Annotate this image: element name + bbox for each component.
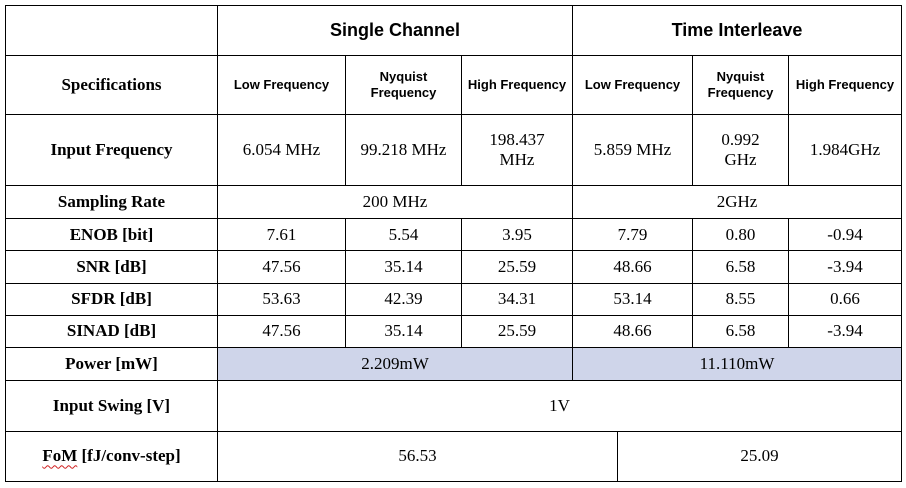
table-cell: 47.56 xyxy=(217,250,346,284)
row-label-input-frequency: Input Frequency xyxy=(5,114,218,187)
table-cell: 1V xyxy=(217,379,902,432)
group-header-row: Single Channel Time Interleave xyxy=(5,4,902,57)
sub-header-row: Specifications Low Frequency Nyquist Fre… xyxy=(5,55,902,116)
corner-cell xyxy=(5,4,218,57)
table-cell: 5.54 xyxy=(345,218,462,252)
table-cell: 99.218 MHz xyxy=(345,114,462,187)
spec-table: Single Channel Time Interleave Specifica… xyxy=(5,4,902,483)
row-label-sinad: SINAD [dB] xyxy=(5,314,218,348)
sub-header-interleave-nyquist: Nyquist Frequency xyxy=(692,55,789,116)
sub-header-interleave-high: High Frequency xyxy=(788,55,902,116)
group-header-time-interleave: Time Interleave xyxy=(572,4,902,57)
sub-header-single-low: Low Frequency xyxy=(217,55,346,116)
table-cell: 0.992 GHz xyxy=(692,114,789,187)
row-label-enob: ENOB [bit] xyxy=(5,218,218,252)
table-cell: 2GHz xyxy=(572,185,902,220)
enob-row: ENOB [bit] 7.61 5.54 3.95 7.79 0.80 -0.9… xyxy=(5,218,902,252)
table-cell: 198.437 MHz xyxy=(461,114,573,187)
table-cell: 35.14 xyxy=(345,314,462,348)
table-cell: 25.59 xyxy=(461,250,573,284)
row-label-sampling-rate: Sampling Rate xyxy=(5,185,218,220)
table-cell: 53.63 xyxy=(217,282,346,316)
table-cell: -3.94 xyxy=(788,314,902,348)
table-cell: 25.59 xyxy=(461,314,573,348)
table-cell: 53.14 xyxy=(572,282,693,316)
input-swing-row: Input Swing [V] 1V xyxy=(5,379,902,432)
table-cell: -0.94 xyxy=(788,218,902,252)
fom-label-word: FoM xyxy=(42,446,78,466)
sfdr-row: SFDR [dB] 53.63 42.39 34.31 53.14 8.55 0… xyxy=(5,282,902,316)
row-label-input-swing: Input Swing [V] xyxy=(5,379,218,432)
table-cell: 8.55 xyxy=(692,282,789,316)
table-cell: 25.09 xyxy=(617,430,902,483)
sub-header-single-high: High Frequency xyxy=(461,55,573,116)
row-label-power: Power [mW] xyxy=(5,346,218,381)
table-cell: 2.209mW xyxy=(217,346,573,381)
table-cell: -3.94 xyxy=(788,250,902,284)
snr-row: SNR [dB] 47.56 35.14 25.59 48.66 6.58 -3… xyxy=(5,250,902,284)
row-label-sfdr: SFDR [dB] xyxy=(5,282,218,316)
table-cell: 47.56 xyxy=(217,314,346,348)
table-cell: 200 MHz xyxy=(217,185,573,220)
table-cell: 6.054 MHz xyxy=(217,114,346,187)
table-cell: 11.110mW xyxy=(572,346,902,381)
table-cell: 1.984GHz xyxy=(788,114,902,187)
input-frequency-row: Input Frequency 6.054 MHz 99.218 MHz 198… xyxy=(5,114,902,187)
sub-header-single-nyquist: Nyquist Frequency xyxy=(345,55,462,116)
row-label-fom: FoM [fJ/conv-step] xyxy=(5,430,218,483)
row-label-snr: SNR [dB] xyxy=(5,250,218,284)
table-cell: 0.66 xyxy=(788,282,902,316)
sinad-row: SINAD [dB] 47.56 35.14 25.59 48.66 6.58 … xyxy=(5,314,902,348)
table-cell: 35.14 xyxy=(345,250,462,284)
fom-row: FoM [fJ/conv-step] 56.53 25.09 xyxy=(5,430,902,483)
table-cell: 7.79 xyxy=(572,218,693,252)
fom-label-unit: [fJ/conv-step] xyxy=(77,446,181,466)
table-cell: 5.859 MHz xyxy=(572,114,693,187)
table-cell: 0.80 xyxy=(692,218,789,252)
table-cell: 6.58 xyxy=(692,314,789,348)
specifications-header: Specifications xyxy=(5,55,218,116)
table-cell: 48.66 xyxy=(572,314,693,348)
table-cell: 7.61 xyxy=(217,218,346,252)
table-cell: 56.53 xyxy=(217,430,618,483)
group-header-single-channel: Single Channel xyxy=(217,4,573,57)
table-cell: 6.58 xyxy=(692,250,789,284)
table-cell: 3.95 xyxy=(461,218,573,252)
sub-header-interleave-low: Low Frequency xyxy=(572,55,693,116)
table-cell: 34.31 xyxy=(461,282,573,316)
table-cell: 42.39 xyxy=(345,282,462,316)
table-cell: 48.66 xyxy=(572,250,693,284)
sampling-rate-row: Sampling Rate 200 MHz 2GHz xyxy=(5,185,902,220)
power-row: Power [mW] 2.209mW 11.110mW xyxy=(5,346,902,381)
